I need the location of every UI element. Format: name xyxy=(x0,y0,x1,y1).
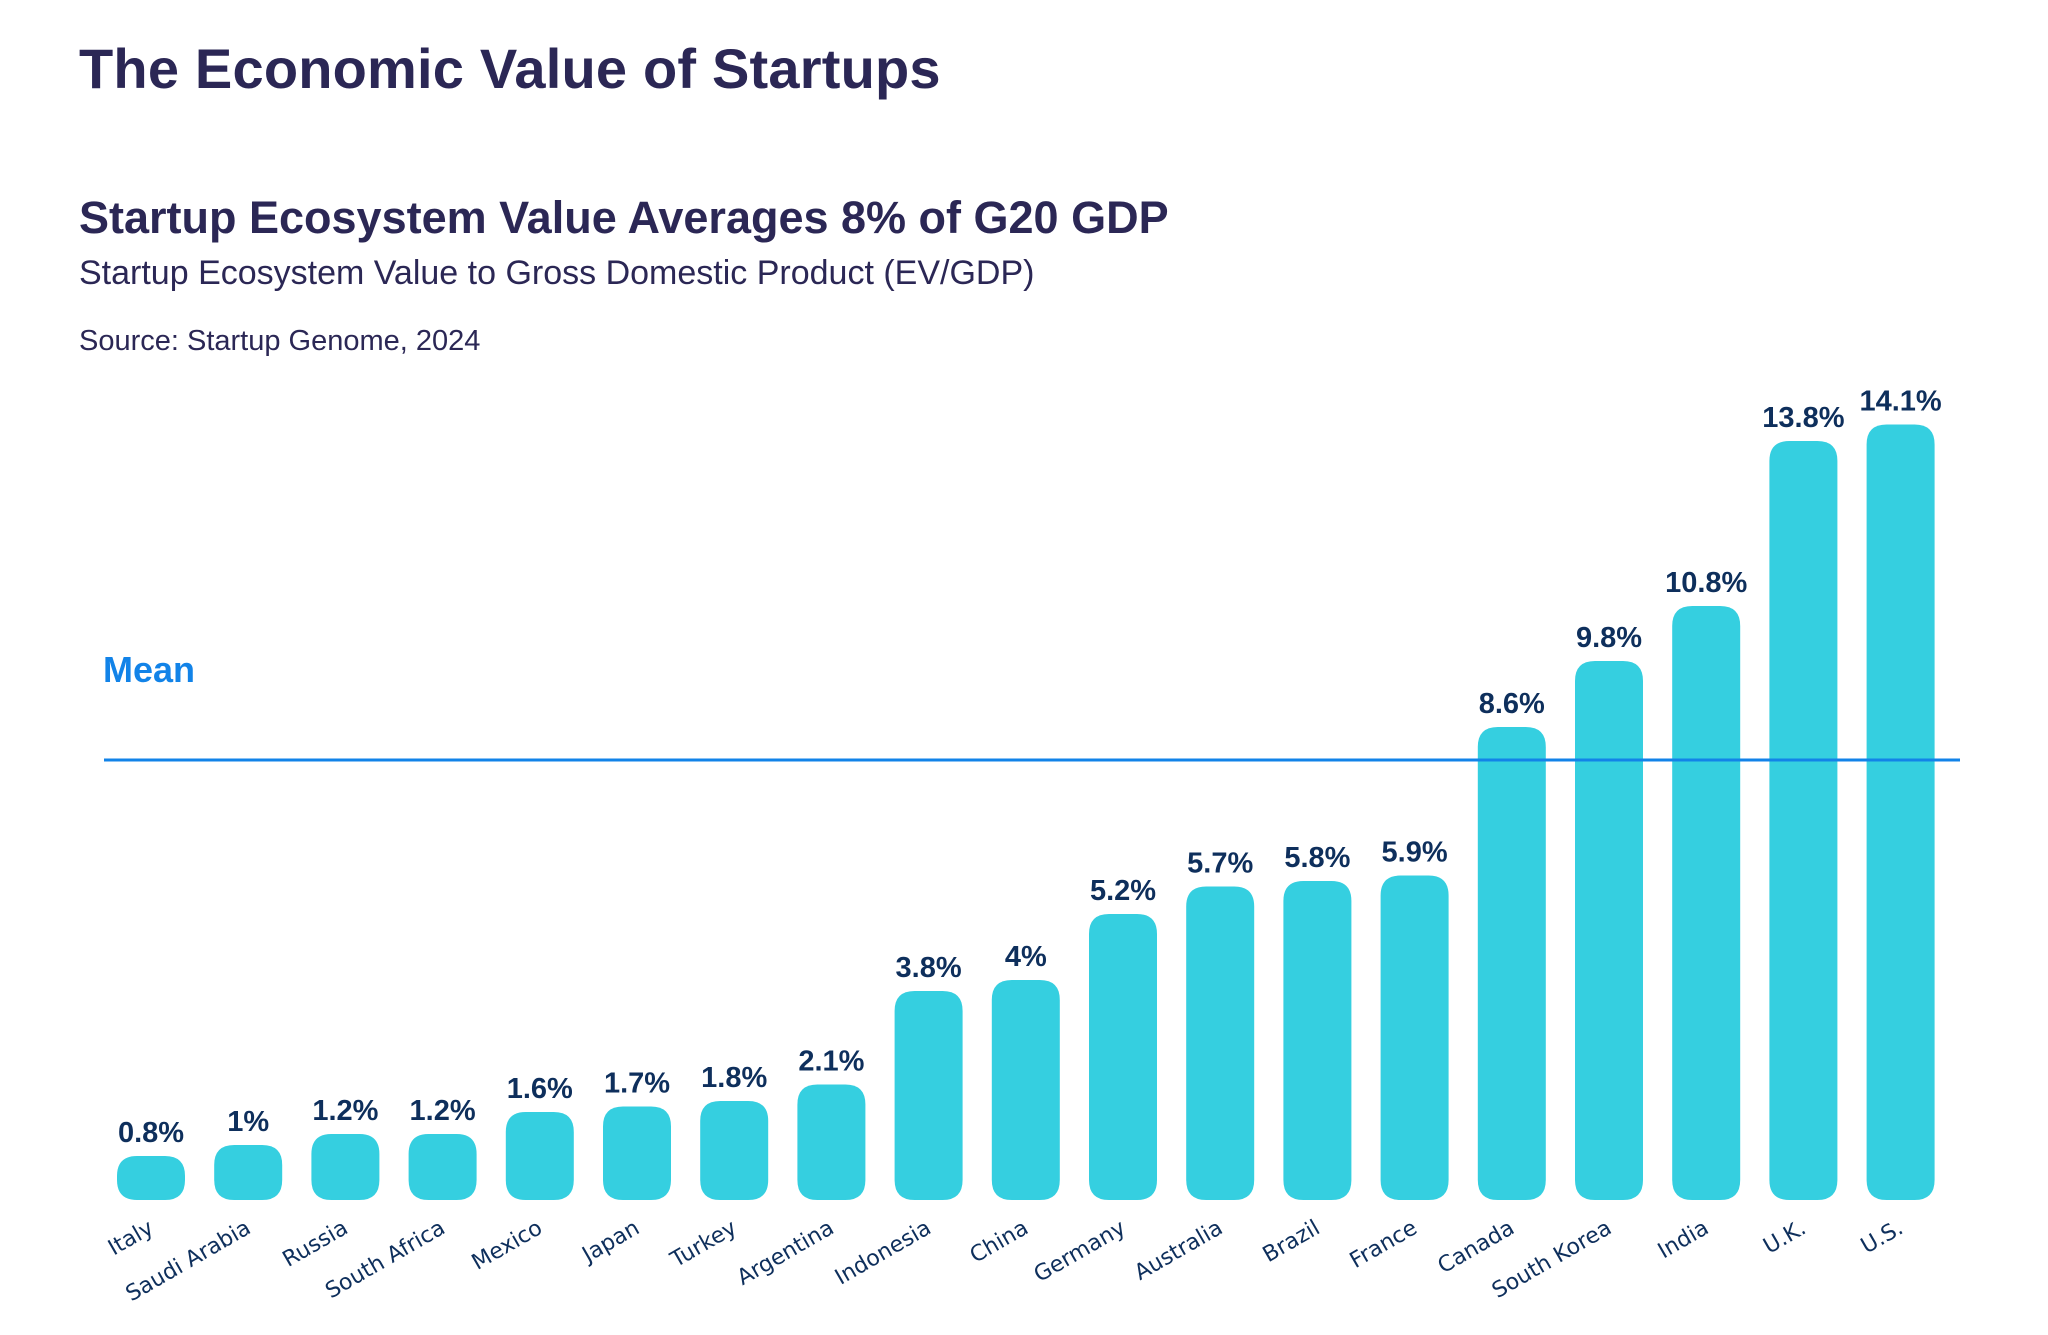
category-label-russia: Russia xyxy=(279,1216,353,1273)
category-label-argentina: Argentina xyxy=(733,1216,838,1291)
bar-u-s xyxy=(1866,424,1935,1200)
value-label-u-s: 14.1% xyxy=(1859,386,1941,418)
category-label-australia: Australia xyxy=(1130,1216,1227,1286)
value-label-japan: 1.7% xyxy=(604,1068,670,1100)
bar-australia xyxy=(1186,886,1255,1200)
value-label-china: 4% xyxy=(1005,941,1047,973)
category-label-canada: Canada xyxy=(1434,1216,1519,1280)
mean-label: Mean xyxy=(103,649,195,690)
category-label-france: France xyxy=(1346,1216,1422,1274)
category-label-italy: Italy xyxy=(104,1216,158,1262)
category-label-japan: Japan xyxy=(577,1216,644,1269)
value-label-turkey: 1.8% xyxy=(701,1062,767,1094)
mean-annotation: Mean xyxy=(103,649,1960,762)
bar-italy xyxy=(117,1156,185,1200)
bars-group xyxy=(117,424,1935,1200)
value-label-russia: 1.2% xyxy=(312,1095,378,1127)
category-label-u-k: U.K. xyxy=(1759,1216,1810,1260)
bar-japan xyxy=(603,1106,671,1200)
category-label-mexico: Mexico xyxy=(468,1216,547,1276)
value-label-indonesia: 3.8% xyxy=(896,952,962,984)
value-label-italy: 0.8% xyxy=(118,1117,184,1149)
category-label-germany: Germany xyxy=(1030,1216,1130,1288)
category-label-china: China xyxy=(966,1216,1033,1269)
chart-source: Source: Startup Genome, 2024 xyxy=(79,325,481,357)
bar-germany xyxy=(1089,914,1157,1200)
value-label-canada: 8.6% xyxy=(1479,688,1545,720)
bar-mexico xyxy=(505,1112,574,1200)
bar-france xyxy=(1380,875,1449,1200)
value-label-argentina: 2.1% xyxy=(798,1046,864,1078)
value-label-australia: 5.7% xyxy=(1187,848,1253,880)
chart-subtitle: Startup Ecosystem Value to Gross Domesti… xyxy=(79,254,1035,292)
bar-argentina xyxy=(797,1084,866,1200)
value-label-mexico: 1.6% xyxy=(507,1073,573,1105)
bar-turkey xyxy=(700,1101,769,1200)
value-label-germany: 5.2% xyxy=(1090,875,1156,907)
bar-u-k xyxy=(1769,441,1838,1200)
category-label-u-s: U.S. xyxy=(1857,1216,1908,1260)
value-label-france: 5.9% xyxy=(1382,837,1448,869)
page-title: The Economic Value of Startups xyxy=(79,37,941,100)
bar-canada xyxy=(1477,727,1546,1200)
category-label-turkey: Turkey xyxy=(666,1216,741,1274)
value-label-u-k: 13.8% xyxy=(1762,402,1844,434)
value-label-brazil: 5.8% xyxy=(1284,842,1350,874)
value-label-south-korea: 9.8% xyxy=(1576,622,1642,654)
chart-title: Startup Ecosystem Value Averages 8% of G… xyxy=(79,192,1169,243)
bar-china xyxy=(991,980,1060,1200)
bar-brazil xyxy=(1283,881,1352,1200)
category-label-brazil: Brazil xyxy=(1259,1216,1325,1268)
bar-south-korea xyxy=(1575,661,1643,1200)
value-label-india: 10.8% xyxy=(1665,567,1747,599)
value-label-south-africa: 1.2% xyxy=(410,1095,476,1127)
bar-india xyxy=(1672,606,1741,1200)
bar-south-africa xyxy=(408,1134,477,1200)
category-label-indonesia: Indonesia xyxy=(831,1216,936,1291)
bar-indonesia xyxy=(894,991,963,1200)
value-label-saudi-arabia: 1% xyxy=(227,1106,269,1138)
category-label-india: India xyxy=(1654,1216,1713,1265)
value-labels-group: 0.8% 1% 1.2% 1.2% 1.6% 1.7% 1.8% 2.1% 3.8% 4% 5.2%… xyxy=(118,386,1942,1150)
bar-russia xyxy=(311,1134,380,1200)
bar-saudi-arabia xyxy=(214,1145,283,1200)
